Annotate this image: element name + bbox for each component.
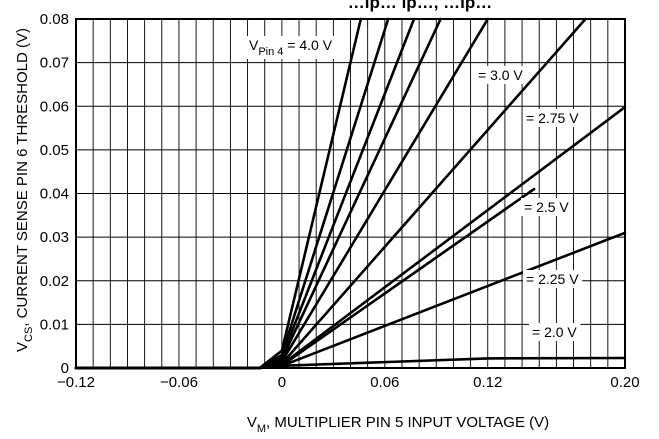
label-subscript: Pin 4 [258,46,283,58]
curve-labels: = 2.0 V = 2.25 V = 2.5 V = 2.75 V = 3.0 V VPi… [246,36,583,341]
y-tick-label: 0.06 [40,98,69,115]
label-main: V [247,414,257,431]
series-line [74,17,363,370]
curve-label: = 2.25 V [523,270,583,288]
curve-label-background [523,109,583,127]
x-axis-title: VM, MULTIPLIER PIN 5 INPUT VOLTAGE (V) [247,414,549,435]
label-main: = 2.5 V [524,199,569,215]
curve-label-text: = 2.75 V [526,110,579,126]
y-axis-title: VCS, CURRENT SENSE PIN 6 THRESHOLD (V) [14,28,35,352]
y-tick-labels: 0 0.01 0.02 0.03 0.04 0.05 0.06 0.07 0.08 [40,11,69,377]
y-tick-label: 0.07 [40,55,69,72]
y-tick-label: 0.03 [40,229,69,246]
label-main: = 2.25 V [526,271,579,287]
curve-label-background [523,270,583,288]
grid [76,19,625,368]
curve-label: = 2.5 V [521,198,573,216]
chart-title: …ip… ip…, …ip… [348,0,493,12]
label-rest: = 4.0 V [283,37,332,53]
y-tick-label: 0.05 [40,142,69,159]
curve-label-text: = 2.0 V [532,324,577,340]
y-tick-label: 0.02 [40,273,69,290]
x-tick-label: 0.20 [610,374,639,391]
curve-label-background [246,36,336,59]
label-subscript: M [257,423,266,435]
x-tick-label: −0.06 [160,374,198,391]
curve-label: = 2.75 V [523,109,583,127]
label-subscript: CS [23,327,35,342]
curve-label-text: VPin 4 = 4.0 V [249,37,333,58]
x-tick-labels: −0.12 −0.06 0 0.06 0.12 0.20 [57,374,640,391]
x-tick-label: 0 [278,374,286,391]
y-tick-label: 0 [61,360,69,377]
x-tick-label: 0.06 [370,374,399,391]
curves [74,17,627,370]
y-tick-label: 0.01 [40,316,69,333]
curve-label: = 2.0 V [529,323,581,341]
label-main: V [14,342,31,352]
curve-label-background [475,66,527,84]
x-tick-label: 0.12 [473,374,502,391]
label-main: = 2.0 V [532,324,577,340]
label-main: = 3.0 V [478,67,523,83]
y-tick-label: 0.04 [40,186,69,203]
curve-label-text: = 2.25 V [526,271,579,287]
label-rest: , MULTIPLIER PIN 5 INPUT VOLTAGE (V) [266,414,549,431]
y-tick-label: 0.08 [40,11,69,28]
curve-label-text: = 3.0 V [478,67,523,83]
curve-label-background [529,323,581,341]
label-rest: , CURRENT SENSE PIN 6 THRESHOLD (V) [14,28,31,327]
plot-frame [75,18,626,369]
curve-label: VPin 4 = 4.0 V [246,36,336,59]
curve-label-text: = 2.5 V [524,199,569,215]
x-tick-label: −0.12 [57,374,95,391]
label-main: V [249,37,259,53]
curve-label-background [521,198,573,216]
curve-label: = 3.0 V [475,66,527,84]
label-main: = 2.75 V [526,110,579,126]
